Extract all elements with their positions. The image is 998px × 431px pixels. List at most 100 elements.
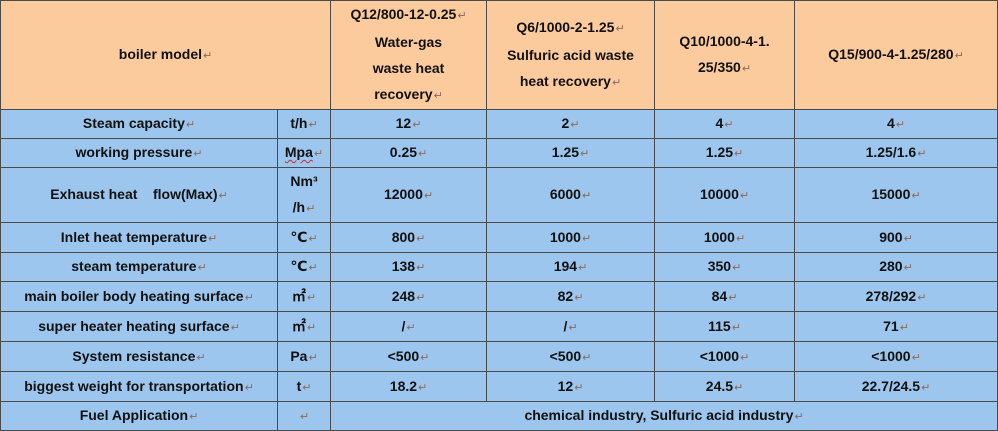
- row-value-text: 248: [391, 287, 416, 304]
- row-value: 71↵: [794, 311, 998, 342]
- model-cell-1: Q12/800-12-0.25↵ Water-gas waste heat re…: [330, 0, 488, 110]
- row-label-text: main boiler body heating surface: [24, 287, 244, 304]
- row-value: 1.25↵: [486, 138, 656, 168]
- row-value-text: <500: [387, 347, 420, 364]
- paragraph-mark: ↵: [299, 411, 310, 423]
- row-label: super heater heating surface↵: [0, 311, 278, 342]
- paragraph-mark: ↵: [196, 351, 206, 364]
- row-value: 2↵: [486, 109, 656, 139]
- fuel-application-value: chemical industry, Sulfuric acid industr…: [330, 401, 998, 431]
- row-label-text: Inlet heat temperature: [60, 228, 208, 245]
- row-value-text: 71: [883, 317, 899, 334]
- paragraph-mark: ↵: [917, 291, 927, 304]
- row-value: 1.25↵: [654, 138, 796, 168]
- row-value: 12↵: [330, 109, 488, 139]
- paragraph-mark: ↵: [899, 321, 909, 334]
- row-value: 0.25↵: [330, 138, 488, 168]
- row-value-text: 12000: [383, 186, 423, 202]
- row-value-text: 22.7/24.5: [861, 377, 921, 394]
- paragraph-mark: ↵: [433, 90, 443, 102]
- row-value: 6000↵: [486, 167, 656, 223]
- paragraph-mark: ↵: [457, 10, 467, 22]
- paragraph-mark: ↵: [570, 119, 580, 131]
- paragraph-mark: ↵: [917, 148, 927, 160]
- row-value: 1000↵: [654, 222, 796, 253]
- paragraph-mark: ↵: [794, 411, 804, 423]
- row-value: 280↵: [794, 252, 998, 282]
- row-value: 24.5↵: [654, 371, 796, 402]
- row-value-text: 1000: [549, 228, 581, 245]
- row-value: 1.25/1.6↵: [794, 138, 998, 168]
- row-label: System resistance↵: [0, 341, 278, 372]
- paragraph-mark: ↵: [418, 381, 428, 394]
- row-value-text: 82: [557, 287, 574, 304]
- paragraph-mark: ↵: [580, 148, 590, 160]
- row-value-text: 138: [391, 258, 416, 274]
- row-label: Steam capacity↵: [0, 109, 278, 139]
- paragraph-mark: ↵: [416, 291, 426, 304]
- row-label: steam temperature↵: [0, 252, 278, 282]
- paragraph-mark: ↵: [306, 321, 317, 334]
- table-row: Inlet heat temperature↵ ℃ ↵ 800↵ 1000↵ 10…: [0, 222, 998, 253]
- paragraph-mark: ↵: [420, 351, 430, 364]
- row-value-text: 1.25/1.6: [865, 144, 917, 160]
- paragraph-mark: ↵: [416, 262, 426, 274]
- row-value: 4↵: [654, 109, 796, 139]
- row-unit: t↵: [276, 371, 332, 402]
- paragraph-mark: ↵: [724, 119, 734, 131]
- row-unit: ℃↵: [276, 252, 332, 282]
- row-value-text: 0.25: [389, 144, 418, 160]
- paragraph-mark: ↵: [734, 148, 744, 160]
- model-cell-2: Q6/1000-2-1.25↵ Sulfuric acid waste heat…: [486, 0, 656, 110]
- row-unit: Mpa↵: [276, 138, 332, 168]
- row-value-text: 278/292: [865, 287, 917, 304]
- row-value: 278/292↵: [794, 281, 998, 312]
- row-label-text: super heater heating surface: [38, 317, 230, 334]
- row-label: working pressure↵: [0, 138, 278, 168]
- row-value-text: /: [563, 317, 568, 334]
- paragraph-mark: ↵: [895, 119, 906, 131]
- row-value: <500↵: [330, 341, 488, 372]
- row-label-text: System resistance: [72, 347, 196, 364]
- row-label: Exhaust heat flow(Max)↵: [0, 167, 278, 223]
- row-unit-text: Mpa: [284, 144, 313, 160]
- paragraph-mark: ↵: [185, 119, 196, 131]
- row-value-text: 1000: [703, 228, 735, 245]
- row-value-text: 12: [395, 115, 412, 131]
- row-value-text: <1000: [871, 347, 911, 364]
- model-1-line-2: Water-gas: [374, 34, 443, 50]
- row-label: Inlet heat temperature↵: [0, 222, 278, 253]
- paragraph-mark: ↵: [740, 351, 750, 364]
- row-value-text: 350: [707, 258, 732, 274]
- row-unit-text: ℃: [290, 228, 308, 245]
- paragraph-mark: ↵: [244, 381, 254, 394]
- paragraph-mark: ↵: [406, 321, 416, 334]
- paragraph-mark: ↵: [574, 381, 584, 394]
- paragraph-mark: ↵: [581, 190, 592, 202]
- table-row: System resistance↵ Pa↵ <500↵ <500↵ <1000…: [0, 341, 998, 372]
- row-unit-text: Nm³: [290, 173, 318, 189]
- row-unit-text: t: [296, 377, 302, 394]
- footer-row: Fuel Application ↵ ↵ chemical industry, S…: [0, 401, 998, 431]
- row-value: 115↵: [654, 311, 796, 342]
- row-label-text: Fuel Application: [79, 407, 189, 423]
- paragraph-mark: ↵: [203, 50, 213, 62]
- paragraph-mark: ↵: [230, 321, 240, 334]
- row-value: 12↵: [486, 371, 656, 402]
- model-1-line-3: waste heat: [372, 60, 445, 76]
- paragraph-mark: ↵: [581, 232, 592, 245]
- row-value: /↵: [486, 311, 656, 342]
- row-value: 800↵: [330, 222, 488, 253]
- row-value-text: 4: [887, 115, 895, 131]
- row-value: <1000↵: [654, 341, 796, 372]
- header-label: boiler model: [118, 46, 203, 62]
- row-value-text: <500: [549, 347, 582, 364]
- row-value: 1000↵: [486, 222, 656, 253]
- row-value: 248↵: [330, 281, 488, 312]
- paragraph-mark: ↵: [218, 190, 228, 202]
- row-value-text: 1.25: [705, 144, 734, 160]
- model-2-line-3: heat recovery: [519, 73, 611, 89]
- paragraph-mark: ↵: [308, 119, 318, 131]
- row-unit-line: /h: [292, 199, 306, 215]
- paragraph-mark: ↵: [306, 291, 317, 304]
